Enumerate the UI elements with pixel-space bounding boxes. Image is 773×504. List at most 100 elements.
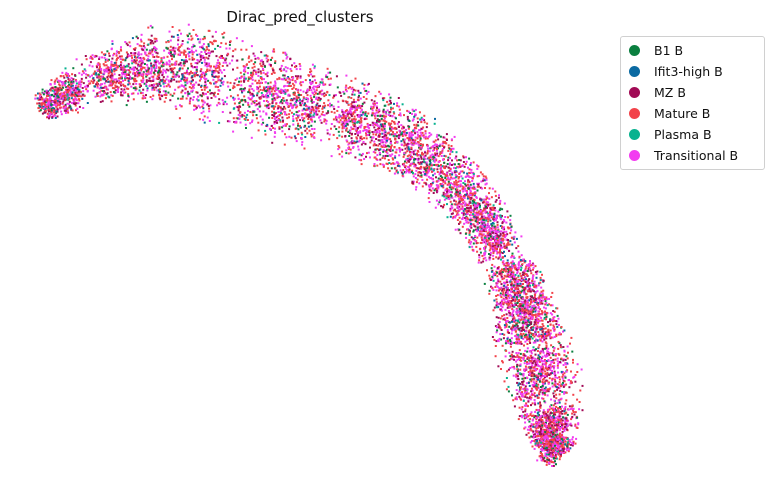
scatter-point — [386, 155, 389, 157]
scatter-point — [64, 67, 67, 70]
scatter-point — [516, 338, 519, 341]
scatter-point — [521, 383, 524, 386]
scatter-point — [434, 143, 437, 146]
scatter-point — [101, 100, 104, 103]
scatter-point — [280, 107, 283, 110]
scatter-point — [238, 102, 241, 105]
scatter-point — [294, 101, 297, 104]
scatter-point — [413, 158, 416, 161]
scatter-point — [321, 105, 324, 108]
scatter-point — [209, 41, 212, 44]
scatter-point — [111, 73, 113, 76]
scatter-point — [260, 81, 262, 84]
scatter-point — [517, 318, 520, 321]
scatter-point — [550, 296, 553, 298]
scatter-point — [457, 207, 460, 210]
scatter-point — [316, 86, 319, 89]
scatter-point — [467, 218, 470, 221]
scatter-point — [342, 90, 345, 93]
scatter-point — [518, 340, 521, 343]
scatter-point — [126, 44, 129, 47]
scatter-point — [487, 220, 489, 223]
scatter-point — [313, 112, 316, 115]
scatter-point — [551, 465, 553, 467]
scatter-point — [571, 444, 574, 447]
scatter-point — [121, 90, 124, 93]
scatter-point — [529, 342, 532, 344]
scatter-point — [542, 381, 545, 384]
scatter-point — [387, 138, 390, 141]
scatter-point — [456, 159, 459, 162]
scatter-point — [319, 81, 322, 84]
scatter-point — [414, 163, 417, 166]
scatter-point — [285, 113, 288, 116]
scatter-point — [323, 95, 326, 98]
scatter-point — [450, 204, 453, 207]
scatter-point — [507, 262, 510, 265]
scatter-point — [521, 328, 524, 331]
scatter-point — [354, 110, 357, 113]
scatter-point — [155, 37, 158, 40]
scatter-point — [100, 75, 103, 78]
scatter-point — [547, 390, 550, 393]
scatter-point — [446, 174, 449, 177]
scatter-point — [520, 235, 523, 238]
scatter-point — [546, 411, 549, 414]
scatter-point — [482, 175, 485, 178]
scatter-point — [527, 405, 529, 408]
scatter-point — [382, 140, 385, 143]
scatter-point — [523, 261, 526, 264]
scatter-point — [458, 202, 461, 205]
scatter-point — [190, 35, 193, 38]
scatter-point — [478, 185, 480, 188]
scatter-point — [190, 87, 193, 90]
scatter-point — [409, 112, 412, 114]
scatter-point — [459, 189, 462, 192]
scatter-point — [506, 317, 509, 319]
scatter-point — [479, 218, 482, 220]
scatter-point — [345, 127, 348, 130]
scatter-point — [55, 112, 58, 115]
scatter-point — [355, 128, 358, 131]
scatter-point — [260, 51, 263, 54]
scatter-point — [311, 75, 314, 78]
scatter-point — [186, 47, 189, 50]
scatter-point — [108, 58, 110, 61]
scatter-point — [150, 84, 153, 87]
scatter-point — [417, 133, 419, 136]
scatter-point — [286, 55, 289, 58]
scatter-point — [259, 62, 262, 65]
scatter-point — [115, 85, 118, 88]
scatter-point — [466, 183, 469, 186]
scatter-point — [557, 424, 560, 427]
scatter-point — [218, 56, 221, 59]
scatter-point — [288, 77, 291, 80]
scatter-point — [522, 306, 525, 309]
scatter-point — [576, 363, 579, 366]
scatter-point — [163, 63, 166, 66]
scatter-point — [65, 71, 68, 74]
scatter-point — [525, 304, 528, 307]
scatter-point — [369, 156, 371, 159]
scatter-point — [328, 94, 331, 97]
scatter-point — [530, 301, 532, 304]
scatter-point — [263, 54, 266, 57]
scatter-point — [254, 69, 257, 72]
scatter-point — [561, 419, 564, 422]
scatter-point — [337, 100, 340, 103]
scatter-point — [154, 50, 156, 53]
scatter-point — [470, 240, 473, 243]
scatter-point — [550, 360, 553, 363]
scatter-point — [519, 393, 522, 396]
scatter-point — [487, 212, 490, 215]
scatter-point — [353, 93, 356, 96]
scatter-point — [533, 280, 536, 283]
scatter-point — [85, 76, 88, 79]
scatter-point — [264, 104, 267, 107]
scatter-point — [207, 45, 210, 48]
scatter-point — [250, 102, 253, 105]
scatter-point — [266, 123, 269, 126]
scatter-point — [218, 78, 221, 81]
scatter-point — [102, 63, 105, 66]
scatter-point — [493, 338, 496, 341]
